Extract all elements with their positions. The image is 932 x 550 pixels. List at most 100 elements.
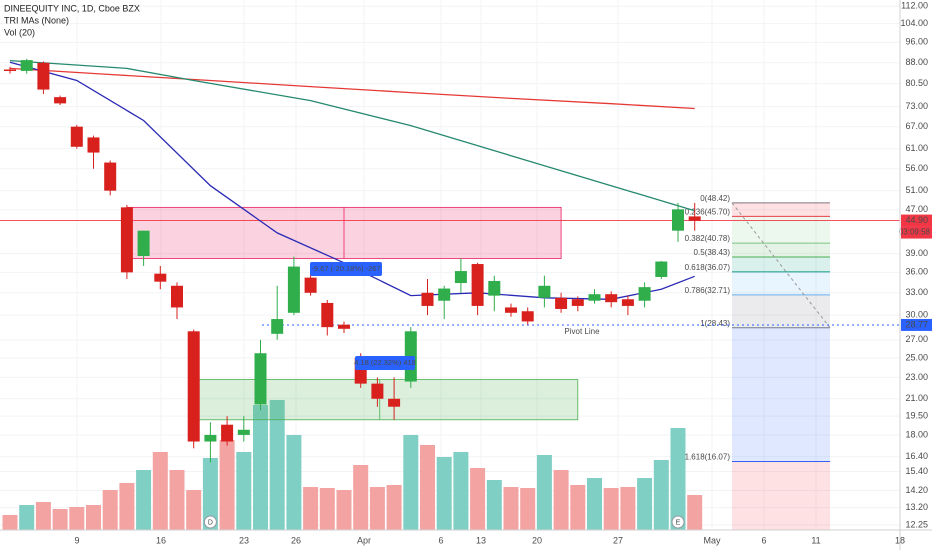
- x-tick-label: 26: [291, 535, 301, 545]
- event-label: D: [208, 519, 213, 526]
- indicator-label: Vol (20): [4, 27, 35, 37]
- candle-body: [137, 230, 150, 257]
- candle-body: [588, 294, 601, 301]
- fib-label: 0.618(36.07): [685, 263, 731, 272]
- x-tick-label: Apr: [357, 535, 371, 545]
- volume-bar: [369, 487, 385, 530]
- volume-bar: [286, 435, 302, 530]
- volume-bar: [386, 485, 402, 530]
- candle-body: [20, 60, 33, 71]
- fib-label: 0.5(38.43): [694, 248, 731, 257]
- candle-body: [672, 209, 684, 231]
- volume-bar: [86, 505, 101, 530]
- volume-bar: [353, 465, 369, 530]
- candle-body: [87, 137, 100, 153]
- volume-bar: [486, 480, 502, 530]
- y-tick-label: 73.00: [905, 101, 928, 111]
- fib-label: 0.786(32.71): [685, 286, 731, 295]
- moving-average: [9, 59, 695, 212]
- event-marker: [671, 515, 685, 529]
- candle-body: [237, 429, 250, 435]
- fib-zone: [732, 271, 830, 295]
- volume-bar: [587, 478, 602, 530]
- volume-bar: [436, 457, 452, 530]
- fib-zone: [732, 243, 830, 258]
- volume-bar: [152, 452, 168, 530]
- y-tick-label: 25.00: [905, 352, 928, 362]
- candle-body: [254, 353, 267, 405]
- volume-bar: [536, 455, 552, 530]
- volume-bar: [453, 452, 469, 530]
- y-tick-label: 36.00: [905, 267, 928, 277]
- y-tick-label: 30.00: [905, 309, 928, 319]
- y-tick-label: 19.50: [905, 411, 928, 421]
- y-tick-label: 13.20: [905, 502, 928, 512]
- candle-body: [204, 434, 217, 442]
- y-tick-label: 33.00: [905, 287, 928, 297]
- countdown-label: 03:09:58: [899, 228, 931, 237]
- x-tick-label: 6: [761, 535, 766, 545]
- price-tag: [901, 214, 932, 227]
- measure-label-box: [310, 262, 382, 276]
- volume-bar: [603, 488, 619, 530]
- volume-bar: [19, 505, 35, 530]
- candle-body: [688, 216, 701, 221]
- volume-bar: [637, 478, 653, 530]
- candle-body: [538, 285, 551, 298]
- x-tick-label: 23: [239, 535, 249, 545]
- volume-bar: [35, 502, 51, 530]
- y-tick-label: 12.25: [905, 520, 928, 530]
- y-tick-label: 67.00: [905, 121, 928, 131]
- x-tick-label: 6: [438, 535, 443, 545]
- candle-body: [438, 288, 451, 301]
- volume-bar: [269, 400, 285, 530]
- volume-bar: [219, 440, 235, 530]
- x-tick-label: 13: [476, 535, 486, 545]
- fib-label: 1.618(16.07): [685, 453, 731, 462]
- volume-bar: [2, 515, 18, 530]
- volume-bar: [520, 488, 536, 530]
- x-tick-label: 20: [532, 535, 542, 545]
- candle-body: [321, 302, 334, 328]
- candle-body: [304, 277, 317, 293]
- candle-body: [388, 398, 401, 407]
- volume-bar: [319, 488, 335, 530]
- fib-trend: [731, 202, 831, 329]
- x-tick-label: 27: [613, 535, 623, 545]
- y-tick-label: 51.00: [905, 185, 928, 195]
- indicator-label: TRI MAs (None): [4, 15, 69, 25]
- fib-zone: [732, 202, 830, 217]
- y-tick-label: 15.40: [905, 466, 928, 476]
- y-tick-label: 112.00: [901, 1, 928, 11]
- candle-body: [338, 324, 350, 329]
- volume-bar: [253, 405, 268, 530]
- price-tag-label: 44.90: [905, 215, 928, 225]
- y-tick-label: 23.00: [905, 372, 928, 382]
- y-tick-label: 18.00: [905, 429, 928, 439]
- candle-body: [488, 280, 501, 296]
- fib-label: 0.236(45.70): [685, 208, 731, 217]
- candle-body: [120, 207, 133, 273]
- volume-bar: [119, 483, 135, 530]
- volume-bar: [169, 470, 185, 530]
- fib-label: 1(28.43): [700, 319, 730, 328]
- x-tick-label: 11: [811, 535, 820, 545]
- volume-bar: [303, 487, 319, 530]
- candle-body: [521, 311, 534, 322]
- candle-body: [104, 162, 117, 191]
- volume-bar: [553, 470, 569, 530]
- measure-label-box: [355, 356, 415, 370]
- candle-body: [187, 331, 200, 442]
- fib-label: 0.382(40.78): [685, 234, 731, 243]
- measure-label: 4.18 (22.32%) 418: [354, 358, 416, 367]
- candle-body: [555, 297, 568, 309]
- volume-bar: [570, 485, 586, 530]
- volume-bar: [420, 445, 435, 530]
- event-label: E: [676, 519, 681, 526]
- volume-bar: [670, 428, 686, 530]
- y-tick-label: 39.00: [905, 248, 928, 258]
- price-zone: [193, 379, 579, 421]
- fib-zone: [732, 294, 830, 328]
- volume-bar: [102, 490, 118, 530]
- moving-average: [9, 67, 695, 110]
